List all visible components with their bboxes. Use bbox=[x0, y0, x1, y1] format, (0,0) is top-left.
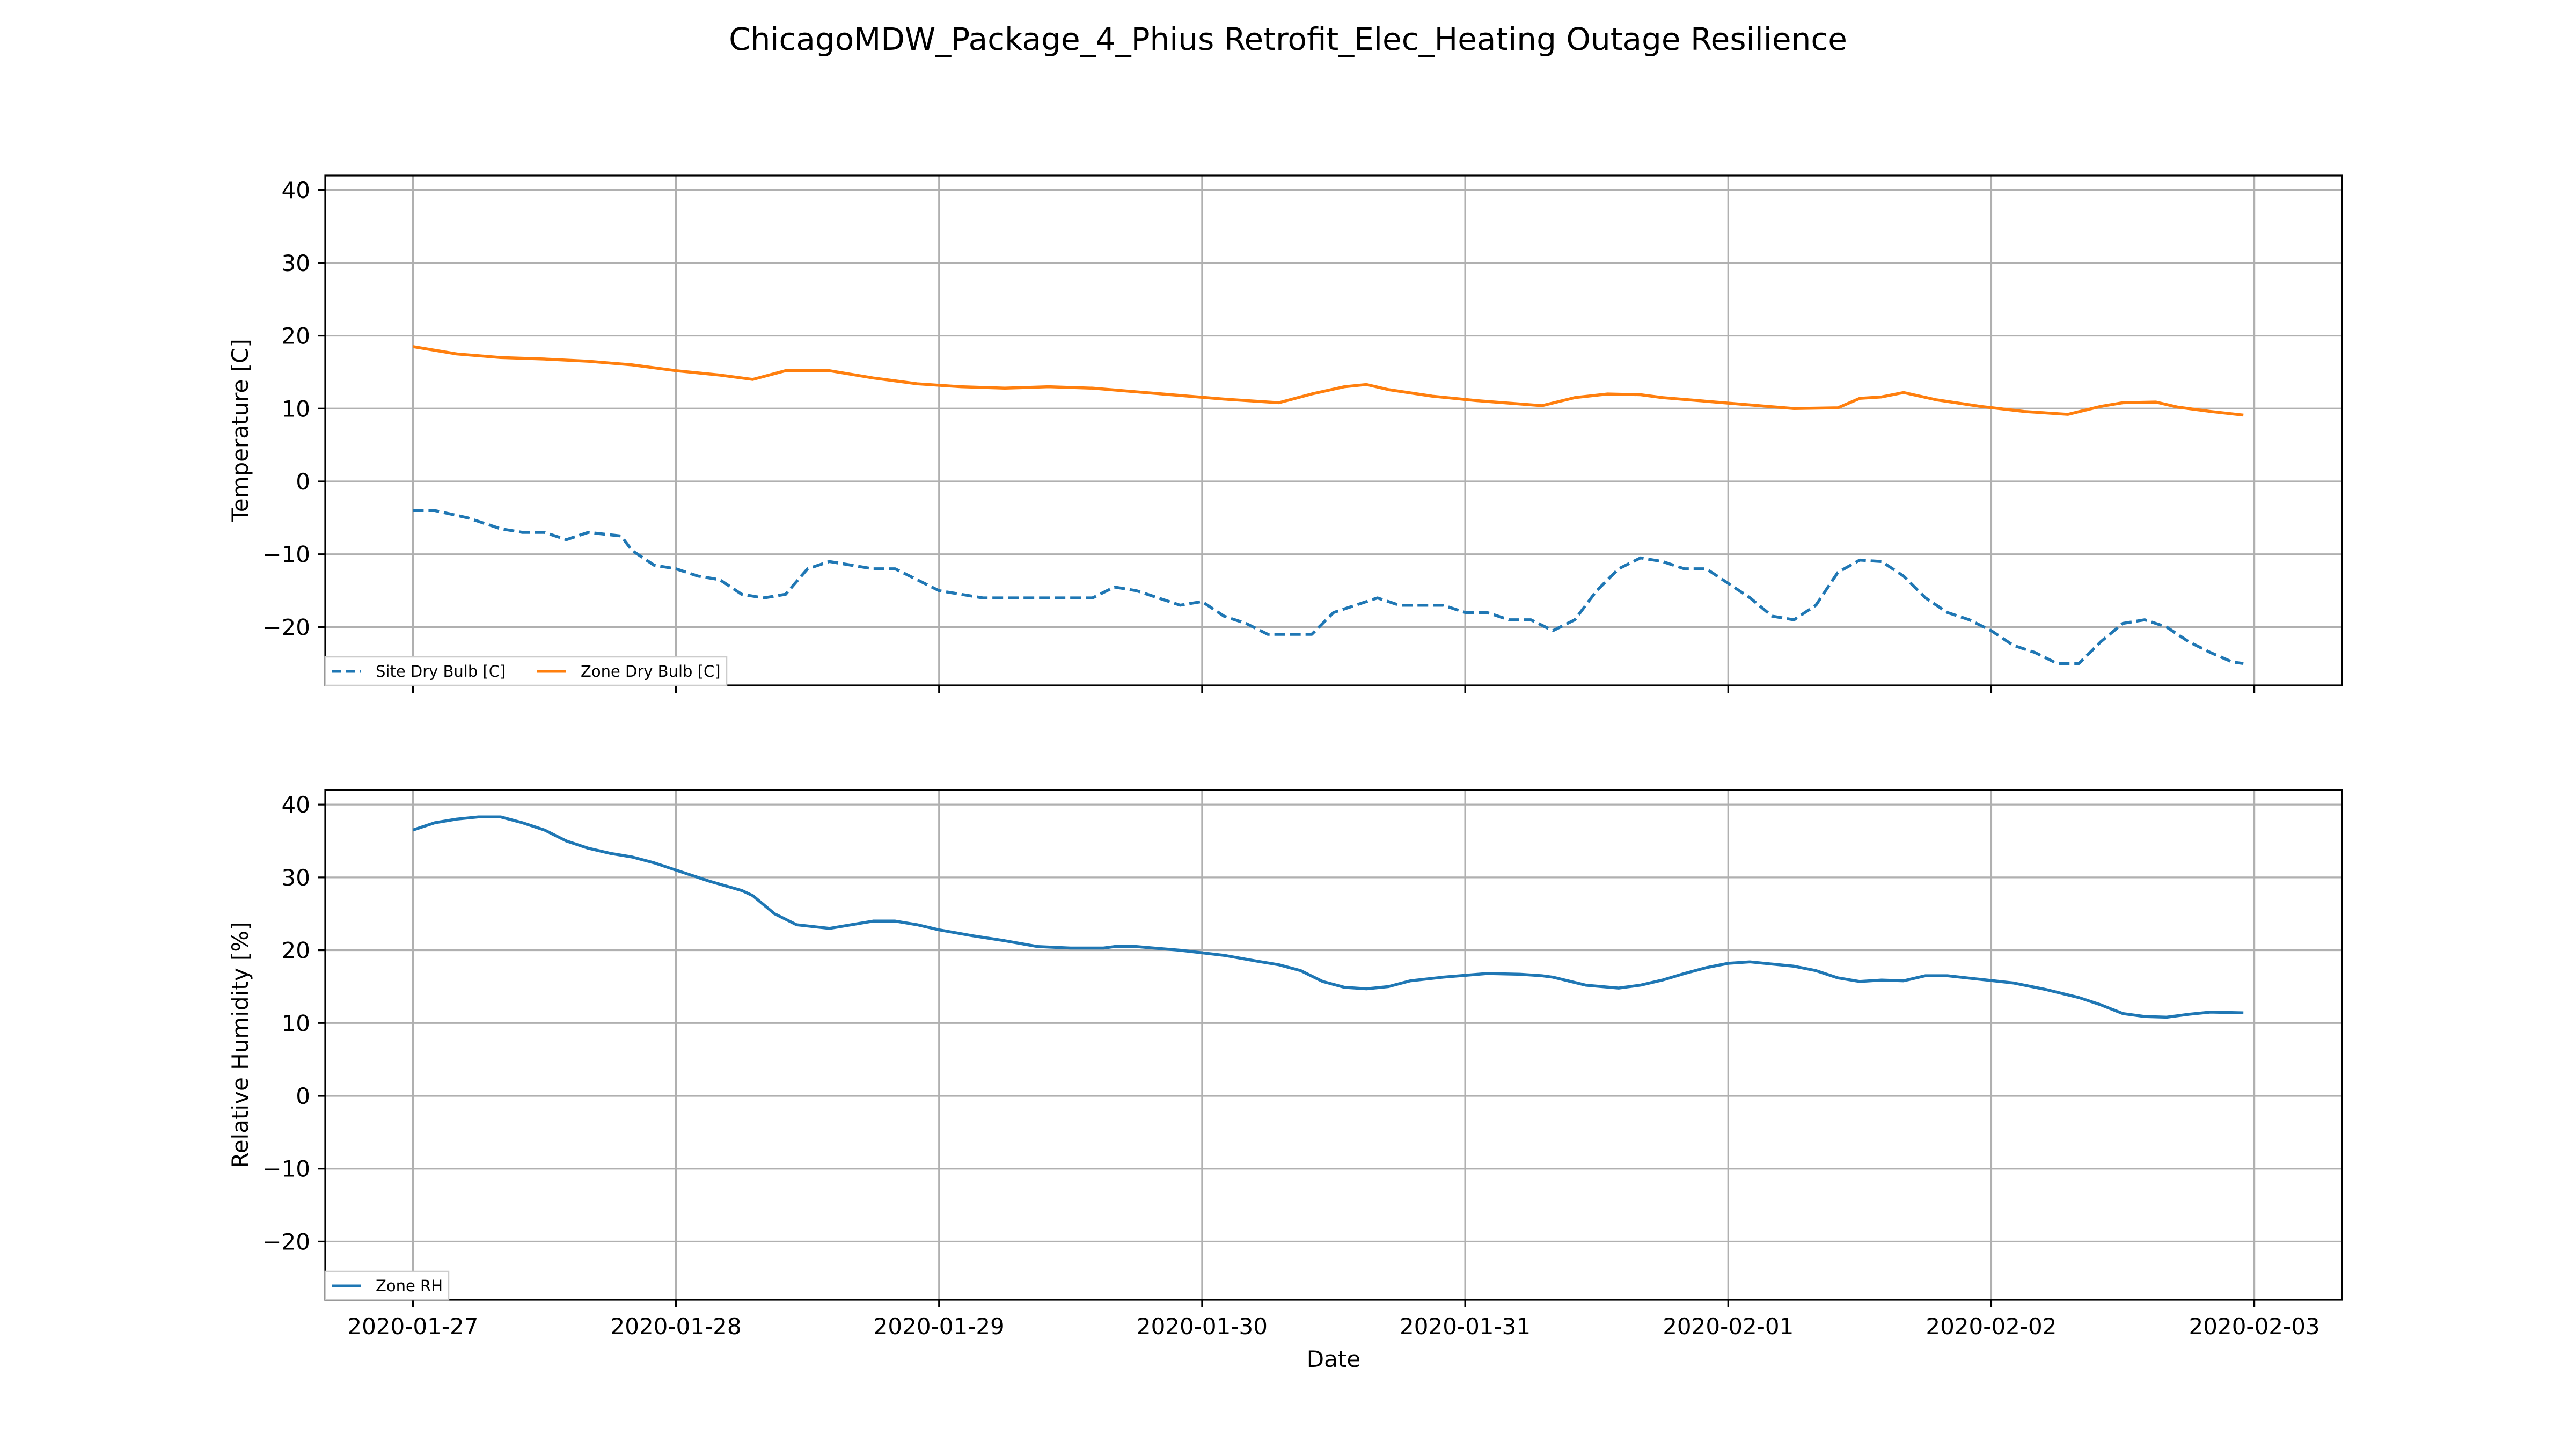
xtick-label: 2020-01-31 bbox=[1400, 1313, 1531, 1340]
temp-ytick-label: −20 bbox=[262, 614, 310, 640]
temperature-series bbox=[412, 345, 2244, 665]
xtick-label: 2020-02-01 bbox=[1663, 1313, 1794, 1340]
rh-series-line-0 bbox=[412, 815, 2244, 1019]
temperature-legend: Site Dry Bulb [C] Zone Dry Bulb [C] bbox=[324, 656, 728, 686]
xtick-label: 2020-02-03 bbox=[2189, 1313, 2320, 1340]
legend-label-zone-rh: Zone RH bbox=[376, 1277, 443, 1295]
temp-ytick-label: 20 bbox=[282, 323, 310, 349]
temp-ytick-label: 40 bbox=[282, 177, 310, 203]
humidity-series bbox=[412, 815, 2244, 1019]
humidity-ticks: 40 30 20 10 0 −10 −20 2020-01-27 2020-01-28 2020-… bbox=[262, 792, 2319, 1340]
xtick-label: 2020-02-02 bbox=[1926, 1313, 2057, 1340]
temp-ytick-label: −10 bbox=[262, 541, 310, 568]
rh-ytick-label: −10 bbox=[262, 1156, 310, 1182]
temperature-axes-frame bbox=[324, 174, 2343, 686]
xtick-label: 2020-01-29 bbox=[874, 1313, 1005, 1340]
temp-ytick-label: 10 bbox=[282, 396, 310, 422]
humidity-grid bbox=[325, 790, 2342, 1300]
rh-ytick-label: −20 bbox=[262, 1228, 310, 1255]
temp-ytick-label: 0 bbox=[296, 469, 310, 495]
figure-title: ChicagoMDW_Package_4_Phius Retrofit_Elec… bbox=[729, 21, 1847, 57]
rh-ytick-label: 40 bbox=[282, 792, 310, 818]
temperature-ticks: 40 30 20 10 0 −10 −20 bbox=[262, 177, 2256, 693]
humidity-legend: Zone RH bbox=[324, 1270, 450, 1301]
xtick-label: 2020-01-30 bbox=[1137, 1313, 1268, 1340]
temp-ytick-label: 30 bbox=[282, 250, 310, 276]
temp-series-line-0 bbox=[413, 509, 2244, 665]
rh-ytick-label: 30 bbox=[282, 865, 310, 891]
rh-ytick-label: 10 bbox=[282, 1010, 310, 1036]
temp-series-line-1 bbox=[412, 345, 2244, 417]
temperature-ylabel: Temperature [C] bbox=[227, 339, 253, 523]
humidity-axes: 40 30 20 10 0 −10 −20 2020-01-27 2020-01-28 2020-… bbox=[227, 789, 2343, 1372]
humidity-ylabel: Relative Humidity [%] bbox=[227, 921, 253, 1168]
legend-label-site-dry-bulb: Site Dry Bulb [C] bbox=[376, 662, 506, 680]
x-axis-label: Date bbox=[1307, 1346, 1360, 1372]
temperature-grid bbox=[325, 175, 2342, 685]
xtick-label: 2020-01-28 bbox=[611, 1313, 742, 1340]
temperature-legend-box bbox=[324, 656, 728, 686]
humidity-axes-frame bbox=[324, 789, 2343, 1301]
temperature-axes: 40 30 20 10 0 −10 −20 Temperature [C] Site Dry… bbox=[227, 174, 2343, 693]
legend-label-zone-dry-bulb: Zone Dry Bulb [C] bbox=[581, 662, 721, 680]
rh-ytick-label: 0 bbox=[296, 1083, 310, 1109]
xtick-label: 2020-01-27 bbox=[347, 1313, 478, 1340]
rh-ytick-label: 20 bbox=[282, 938, 310, 964]
